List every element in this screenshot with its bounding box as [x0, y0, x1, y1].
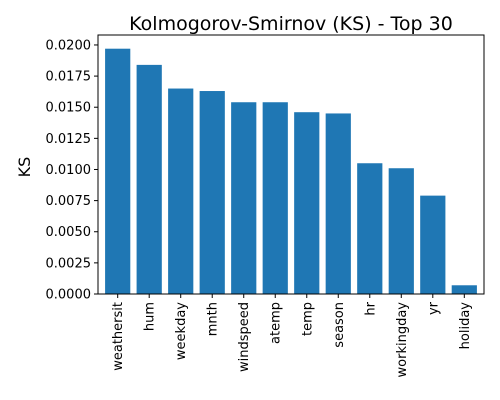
bar-group	[105, 48, 477, 295]
y-tick-label: 0.0100	[46, 163, 92, 178]
y-tick-label: 0.0075	[46, 194, 92, 209]
x-tick-label: atemp	[269, 302, 284, 344]
y-tick-label: 0.0125	[46, 132, 92, 147]
y-axis-label: KS	[15, 157, 34, 178]
chart-title: Kolmogorov-Smirnov (KS) - Top 30	[129, 13, 453, 35]
bar-hum	[136, 64, 162, 294]
x-tick-label: weathersit	[111, 302, 126, 371]
x-tick-label: season	[332, 302, 347, 348]
x-tick-label: workingday	[395, 302, 410, 378]
x-tick-label: hum	[143, 302, 158, 331]
bar-windspeed	[231, 102, 257, 295]
bar-weekday	[168, 88, 194, 294]
y-tick-label: 0.0200	[46, 38, 92, 53]
x-axis-ticks: weathersit hum weekday mnth windspeed atemp te…	[111, 294, 473, 377]
bar-season	[325, 113, 351, 294]
bar-yr	[420, 195, 446, 294]
plot-frame	[97, 34, 485, 295]
x-tick-label: holiday	[458, 302, 473, 350]
x-tick-label: hr	[363, 301, 378, 315]
y-tick-label: 0.0175	[46, 70, 92, 85]
y-axis-ticks: 0.0000 0.0025 0.0050 0.0075 0.0100 0.0125 0.01…	[46, 38, 98, 303]
bar-atemp	[262, 102, 288, 295]
bar-workingday	[388, 168, 414, 294]
x-tick-label: temp	[300, 302, 315, 336]
y-tick-label: 0.0025	[46, 256, 92, 271]
y-tick-label: 0.0150	[46, 101, 92, 116]
bar-hr	[357, 163, 383, 294]
bar-mnth	[199, 91, 225, 294]
bar-holiday	[451, 285, 477, 294]
bar-weathersit	[105, 48, 131, 295]
y-tick-label: 0.0050	[46, 225, 92, 240]
bar-temp	[294, 112, 320, 294]
x-tick-label: windspeed	[237, 302, 252, 372]
x-tick-label: yr	[426, 301, 441, 315]
y-tick-label: 0.0000	[46, 288, 92, 303]
x-tick-label: mnth	[206, 302, 221, 336]
x-tick-label: weekday	[174, 302, 189, 360]
